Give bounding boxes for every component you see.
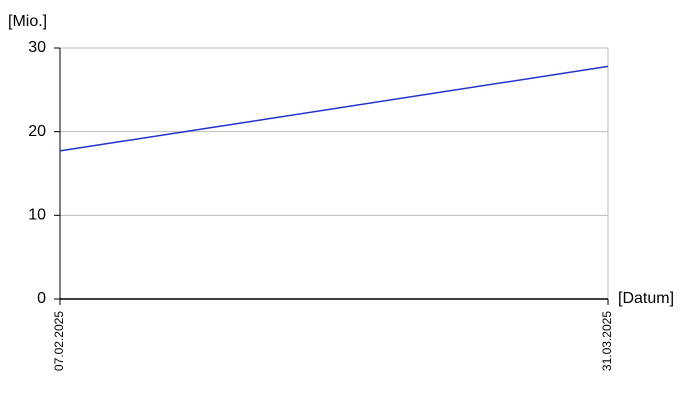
y-axis-label: [Mio.] [8, 13, 47, 30]
y-tick-label: 20 [28, 123, 46, 140]
y-tick-label: 30 [28, 39, 46, 56]
x-tick-label: 07.02.2025 [52, 311, 66, 371]
y-tick-label: 10 [28, 207, 46, 224]
line-series [59, 65, 609, 152]
x-tick-label: 31.03.2025 [600, 311, 614, 371]
x-axis-label: [Datum] [618, 290, 674, 307]
y-tick-label: 0 [37, 290, 46, 307]
